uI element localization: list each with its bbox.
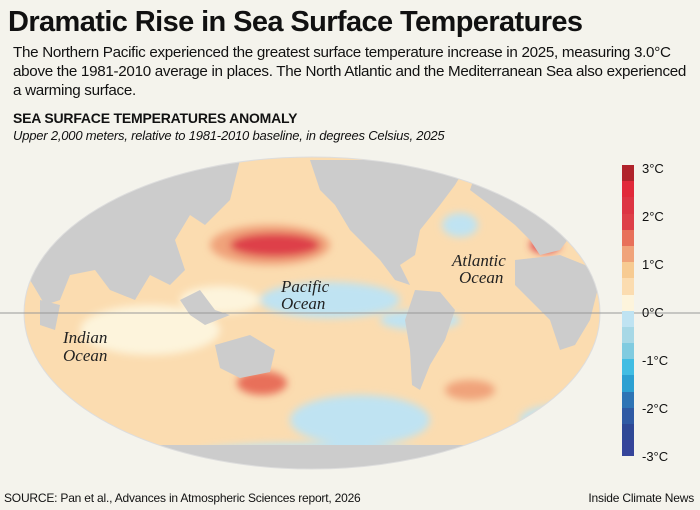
legend-tick: -2°C (642, 401, 669, 416)
label-pacific-2: Ocean (281, 294, 325, 313)
land-south-america (405, 290, 455, 390)
legend-swatch (622, 294, 634, 311)
land-australia (215, 335, 275, 378)
label-atlantic-1: Atlantic (451, 251, 506, 270)
map-heading: SEA SURFACE TEMPERATURES ANOMALY (13, 110, 298, 126)
legend-tick: 1°C (642, 257, 664, 272)
anomaly-region (520, 405, 600, 435)
legend-swatch (622, 181, 634, 198)
page-title: Dramatic Rise in Sea Surface Temperature… (8, 6, 583, 38)
legend-swatch (622, 165, 634, 182)
legend-swatch (622, 326, 634, 344)
legend-swatch (622, 278, 634, 295)
land-africa (515, 255, 600, 350)
land-africa-east (40, 300, 60, 330)
credit: Inside Climate News (588, 491, 694, 505)
legend-swatch (622, 245, 634, 263)
sst-anomaly-map: Pacific Ocean Atlantic Ocean Indian Ocea… (0, 156, 700, 470)
legend-swatch (622, 440, 634, 457)
anomaly-region (445, 380, 495, 400)
legend-swatch (622, 262, 634, 279)
legend-tick: 0°C (642, 305, 664, 320)
anomaly-region (290, 395, 430, 445)
legend-swatch (622, 229, 634, 246)
anomaly-region (230, 233, 320, 257)
legend-swatch (622, 197, 634, 214)
anomaly-region (80, 305, 220, 355)
legend-tick: 2°C (642, 209, 664, 224)
legend-tick: -1°C (642, 353, 669, 368)
land-north-america (310, 160, 470, 285)
legend-swatch (622, 375, 634, 392)
legend-swatch (622, 407, 634, 424)
map-subheading: Upper 2,000 meters, relative to 1981-201… (13, 128, 445, 143)
legend-tick: -3°C (642, 449, 669, 464)
legend-swatch (622, 359, 634, 376)
legend-swatch (622, 310, 634, 327)
label-indian-1: Indian (62, 328, 107, 347)
land-antarctica (24, 445, 600, 469)
label-pacific-1: Pacific (280, 277, 330, 296)
legend-swatch (622, 391, 634, 408)
anomaly-region (442, 213, 478, 237)
anomaly-region (237, 371, 287, 395)
label-indian-2: Ocean (63, 346, 107, 365)
land-maritime-asia (180, 290, 230, 325)
color-legend (622, 165, 634, 457)
source-note: SOURCE: Pan et al., Advances in Atmosphe… (4, 491, 361, 505)
legend-tick: 3°C (642, 161, 664, 176)
label-atlantic-2: Ocean (459, 268, 503, 287)
intro-text: The Northern Pacific experienced the gre… (13, 44, 687, 99)
legend-swatch (622, 343, 634, 360)
legend-swatch (622, 424, 634, 441)
legend-swatch (622, 213, 634, 230)
anomaly-region (260, 282, 400, 318)
